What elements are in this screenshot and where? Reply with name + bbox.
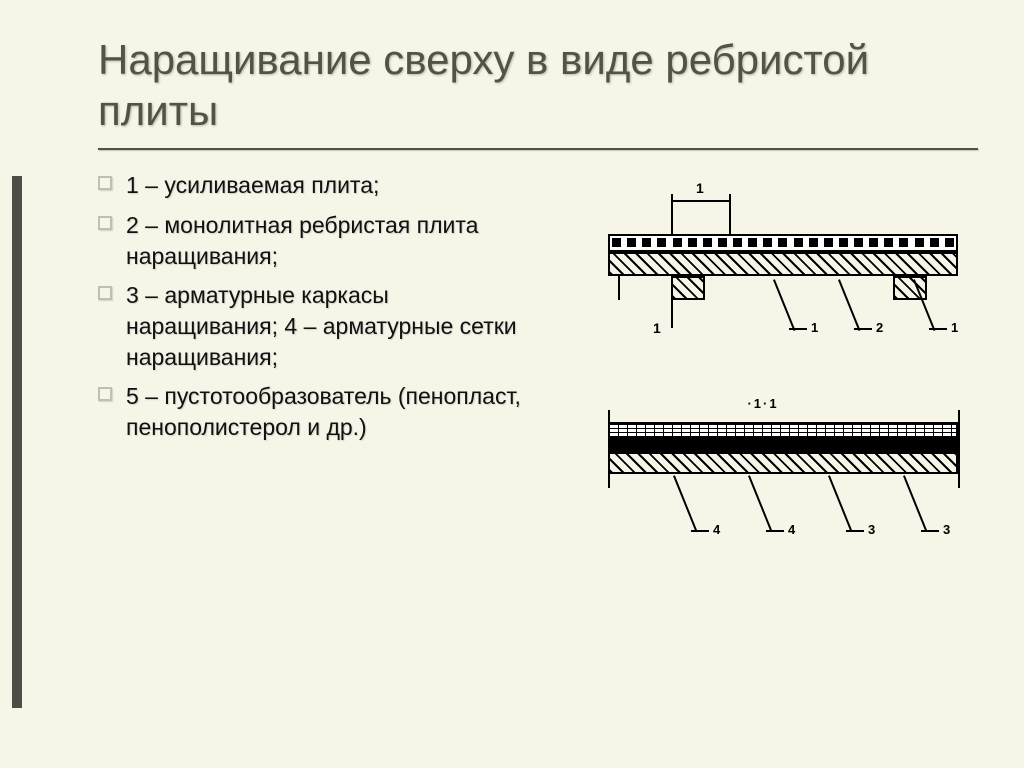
- leader-line: [789, 328, 807, 330]
- leader-label: 1: [951, 320, 958, 335]
- dimension-tick: [671, 300, 673, 328]
- list-item: 3 – арматурные каркасы наращивания; 4 – …: [98, 280, 543, 373]
- content-row: 1 – усиливаемая плита; 2 – монолитная ре…: [0, 150, 1024, 560]
- leader-line: [854, 328, 872, 330]
- end-line: [958, 410, 960, 488]
- bullet-icon: [98, 216, 112, 230]
- list-item: 5 – пустотообразователь (пенопласт, пено…: [98, 381, 543, 443]
- title-area: Наращивание сверху в виде ребристой плит…: [0, 0, 1024, 150]
- leader-label: 3: [868, 522, 875, 537]
- layer-top: [608, 422, 958, 438]
- leader-line: [691, 530, 709, 532]
- dimension-tick: [671, 200, 673, 236]
- leader-label: 2: [876, 320, 883, 335]
- accent-bar: [12, 176, 22, 708]
- leader-line: [673, 476, 697, 532]
- bullet-icon: [98, 387, 112, 401]
- bullet-icon: [98, 286, 112, 300]
- leader-label: 4: [713, 522, 720, 537]
- leader-label: 3: [943, 522, 950, 537]
- leader-line: [773, 280, 795, 332]
- bullet-text: 5 – пустотообразователь (пенопласт, пено…: [126, 381, 543, 443]
- leader-line: [929, 328, 947, 330]
- bullet-text: 3 – арматурные каркасы наращивания; 4 – …: [126, 280, 543, 373]
- leader-line: [921, 530, 939, 532]
- rib-cut: [606, 276, 620, 300]
- leader-line: [828, 476, 852, 532]
- diagram-2: ·1·1 4 4 3 3: [553, 400, 973, 560]
- diagram-area: 1 1 1 2 1 ·1·1: [553, 170, 1004, 560]
- leader-line: [838, 280, 860, 332]
- leader-line: [766, 530, 784, 532]
- section-label: ·1·1: [747, 396, 778, 411]
- leader-line: [903, 476, 927, 532]
- rib: [671, 276, 705, 300]
- diagram-1: 1 1 1 2 1: [553, 200, 973, 350]
- list-item: 2 – монолитная ребристая плита наращиван…: [98, 210, 543, 272]
- bullet-text: 2 – монолитная ребристая плита наращиван…: [126, 210, 543, 272]
- layer-solid: [608, 438, 958, 454]
- leader-line: [748, 476, 772, 532]
- dimension-label: 1: [696, 180, 704, 196]
- dimension-line: [671, 200, 731, 202]
- bullet-list: 1 – усиливаемая плита; 2 – монолитная ре…: [98, 170, 543, 560]
- bullet-text: 1 – усиливаемая плита;: [126, 170, 379, 201]
- leader-line: [846, 530, 864, 532]
- layer-hatch: [608, 454, 958, 474]
- dimension-tick: [729, 200, 731, 236]
- slab-hatch: [608, 252, 958, 276]
- rebar-row: [610, 236, 956, 250]
- leader-label: 4: [788, 522, 795, 537]
- dimension-label: 1: [653, 320, 661, 336]
- bullet-icon: [98, 176, 112, 190]
- page-title: Наращивание сверху в виде ребристой плит…: [98, 34, 964, 136]
- list-item: 1 – усиливаемая плита;: [98, 170, 543, 201]
- leader-label: 1: [811, 320, 818, 335]
